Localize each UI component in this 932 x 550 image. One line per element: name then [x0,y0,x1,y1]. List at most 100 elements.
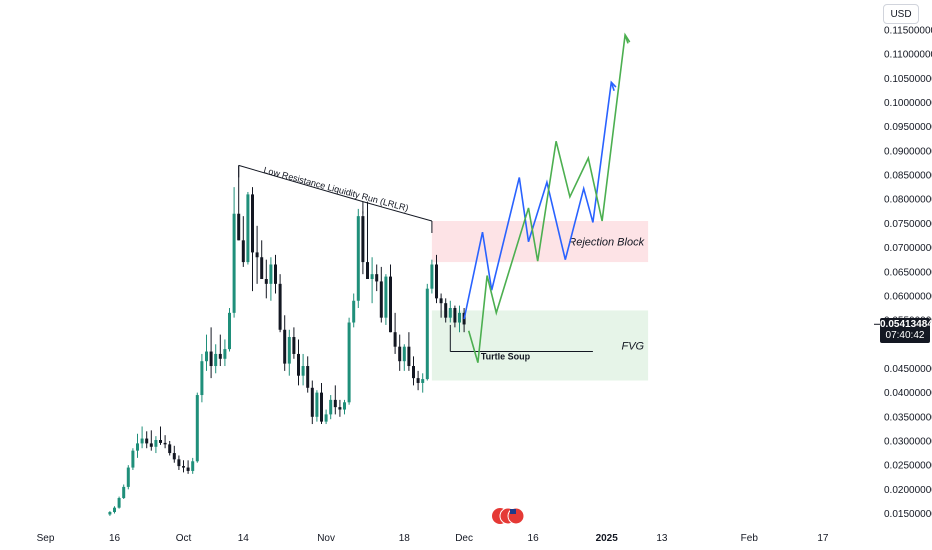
price-axis[interactable]: 0.11500000 0.11000000 0.10500000 0.10000000… [874,26,932,520]
candle [379,266,383,323]
time-tick-label: Sep [37,533,55,544]
candle [241,216,245,267]
candle [439,293,443,318]
candle [264,259,268,299]
candle [228,308,231,352]
candle [324,409,328,425]
candle [366,201,369,280]
time-axis[interactable]: Sep 16 Oct 14 Nov 18 Dec 16 2025 13 Feb 17 [37,533,829,544]
time-tick-label: 18 [399,533,411,544]
candle [274,254,277,294]
price-tick-label: 0.11000000 [884,50,932,61]
candles-layer [108,165,466,516]
candle [172,445,176,463]
candle [306,356,310,393]
candle [347,317,351,405]
candle [398,334,402,371]
candle [287,329,291,376]
price-tick-label: 0.07500000 [884,219,932,230]
candle [214,344,218,374]
candle [154,436,158,454]
candle [393,312,397,354]
currency-selector[interactable]: USD [883,4,919,24]
candle [320,382,323,425]
candle [205,334,208,371]
candle [122,484,126,499]
candle [448,300,452,323]
candle [136,433,139,458]
time-tick-label: 13 [656,533,668,544]
zone-label: Rejection Block [568,237,644,249]
price-tick-label: 0.09000000 [884,146,932,157]
candle [145,431,149,449]
candle [310,380,314,425]
time-tick-label: 17 [817,533,829,544]
time-tick-label: Nov [317,533,335,544]
price-tick-label: 0.06000000 [884,291,932,302]
candle [430,259,434,294]
candle [278,274,282,333]
candle [195,392,199,463]
candle [113,506,116,514]
price-tick-label: 0.02500000 [884,461,932,472]
candle [370,257,374,304]
time-tick-label: Oct [176,533,192,544]
time-tick-label: Dec [455,533,473,544]
turtle-soup-label: Turtle Soup [481,352,531,362]
candle [126,465,130,490]
candle [292,327,296,359]
candle [177,455,181,470]
projections-layer [463,32,631,363]
candle [283,315,287,371]
price-tick-label: 0.10500000 [884,74,932,85]
candle [251,187,254,292]
candle [389,264,392,333]
candle [237,165,241,241]
candle [223,339,227,367]
price-tick-label: 0.03000000 [884,436,932,447]
zone-label: FVG [621,340,644,352]
currency-label: USD [890,8,912,20]
candle [329,395,333,420]
price-tick-label: 0.08000000 [884,195,932,206]
projection-path [463,80,617,320]
candle [333,385,337,415]
candle [131,448,135,470]
price-tick-label: 0.04500000 [884,364,932,375]
candle [458,305,461,333]
candle [140,426,144,449]
candle [191,457,195,474]
price-tick-label: 0.03500000 [884,412,932,423]
candle [453,305,457,328]
candle [255,225,259,284]
candle [435,254,438,304]
candle [352,293,356,328]
zones-layer: Rejection Block FVG [431,220,649,381]
candle [343,399,346,415]
candle [209,327,213,379]
candle [168,440,172,456]
candle [260,240,264,280]
candle [412,356,415,386]
time-tick-label: 16 [528,533,540,544]
price-tick-label: 0.01500000 [884,509,932,520]
price-tick-label: 0.04000000 [884,388,932,399]
candle [117,496,121,509]
candle [182,460,185,473]
candle [356,208,360,309]
candle [421,373,425,393]
candle [108,511,112,516]
projection-path [467,32,631,363]
price-tick-label: 0.07000000 [884,243,932,254]
events-icon[interactable] [492,507,525,525]
candle [269,257,273,301]
candle [338,399,342,417]
candle [315,390,319,422]
candle [186,460,190,474]
candle [297,339,300,386]
candle [218,334,222,367]
time-tick-label: 16 [109,533,121,544]
candle [425,283,429,381]
candle [232,187,236,318]
